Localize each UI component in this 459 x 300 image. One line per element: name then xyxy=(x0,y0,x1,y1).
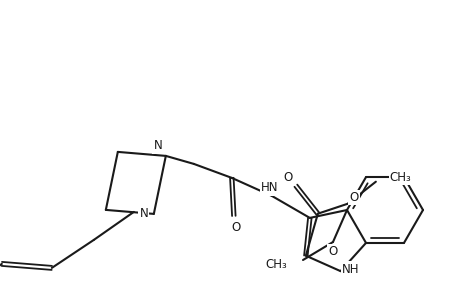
Text: O: O xyxy=(283,171,292,184)
Text: O: O xyxy=(348,191,358,204)
Text: N: N xyxy=(139,207,148,220)
Text: HN: HN xyxy=(261,182,278,194)
Text: CH₃: CH₃ xyxy=(389,171,411,184)
Text: NH: NH xyxy=(341,262,358,276)
Text: N: N xyxy=(153,140,162,152)
Text: CH₃: CH₃ xyxy=(265,257,286,271)
Text: O: O xyxy=(231,221,240,234)
Text: O: O xyxy=(328,245,337,259)
